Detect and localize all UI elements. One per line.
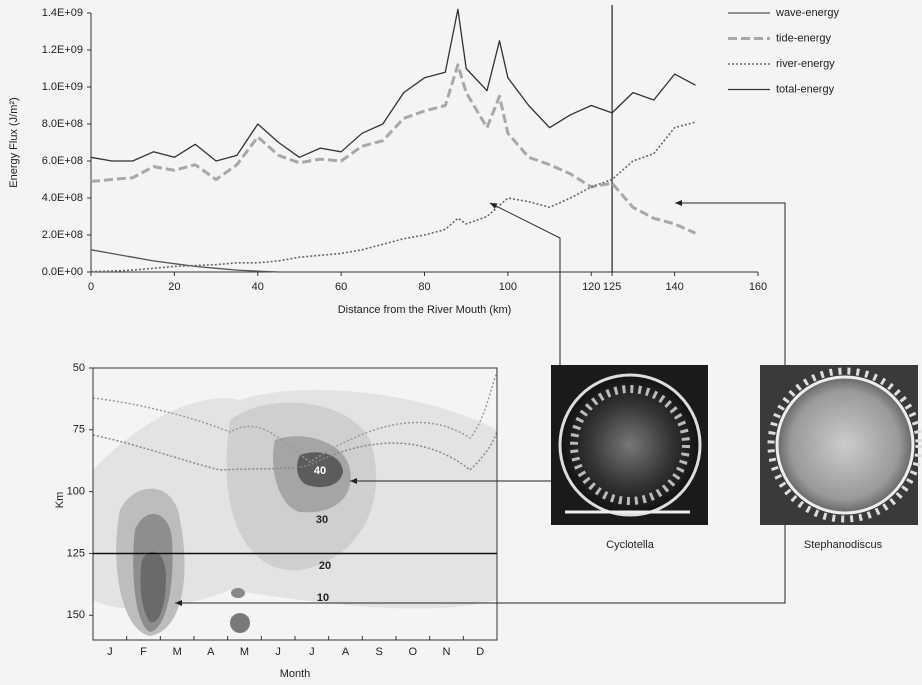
series-line (91, 65, 696, 233)
micrograph-cyclotella (551, 365, 708, 525)
image-label: Cyclotella (606, 539, 655, 551)
x-tick-label: F (140, 646, 147, 658)
y-axis-label: Km (54, 492, 66, 509)
y-tick-label: 1.0E+09 (42, 81, 83, 93)
series-line (91, 122, 696, 272)
y-tick-label: 4.0E+08 (42, 192, 83, 204)
legend-label: wave-energy (775, 7, 839, 19)
y-tick-label: 1.4E+09 (42, 7, 83, 19)
contour-label: 40 (314, 465, 326, 477)
x-tick-label: S (375, 646, 382, 658)
legend-label: tide-energy (776, 32, 832, 44)
x-tick-label: 100 (499, 281, 517, 293)
x-tick-label: 140 (665, 281, 683, 293)
x-tick-label: J (275, 646, 281, 658)
x-tick-label: 80 (418, 281, 430, 293)
x-tick-label: N (443, 646, 451, 658)
x-axis-label: Distance from the River Mouth (km) (338, 304, 512, 316)
y-tick-label: 0.0E+00 (42, 266, 83, 278)
x-tick-label: 20 (168, 281, 180, 293)
x-tick-label: 40 (252, 281, 264, 293)
y-tick-label: 2.0E+08 (42, 229, 83, 241)
y-axis-label: Energy Flux (J/m²) (8, 97, 20, 187)
y-tick-label: 75 (73, 424, 85, 436)
y-tick-label: 50 (73, 362, 85, 374)
x-axis-label: Month (280, 668, 311, 680)
contour-label: 10 (317, 592, 329, 604)
contour-label: 20 (319, 560, 331, 572)
image-label: Stephanodiscus (804, 539, 883, 551)
x-tick-label: A (342, 646, 350, 658)
series-line (91, 250, 279, 272)
contour-label: 30 (316, 514, 328, 526)
x-tick-label: J (309, 646, 315, 658)
y-tick-label: 150 (67, 609, 85, 621)
x-tick-label: O (409, 646, 418, 658)
legend-label: river-energy (776, 58, 835, 70)
x-tick-label: 125 (603, 281, 621, 293)
x-tick-label: D (476, 646, 484, 658)
micrograph-stephanodiscus (760, 365, 919, 525)
y-tick-label: 1.2E+09 (42, 44, 83, 56)
figure: Cyclotella Stephanodiscus 0.0E+00 2.0E+08… (0, 0, 922, 685)
x-tick-label: 0 (88, 281, 94, 293)
series-line (91, 9, 696, 161)
x-tick-label: 160 (749, 281, 767, 293)
x-tick-label: M (240, 646, 249, 658)
y-tick-label: 8.0E+08 (42, 118, 83, 130)
contour-shading (93, 372, 497, 636)
y-tick-label: 6.0E+08 (42, 155, 83, 167)
x-tick-label: M (173, 646, 182, 658)
x-tick-label: 120 (582, 281, 600, 293)
x-tick-label: 60 (335, 281, 347, 293)
legend-label: total-energy (776, 83, 835, 95)
x-tick-label: A (207, 646, 215, 658)
x-tick-label: J (107, 646, 113, 658)
y-tick-label: 100 (67, 486, 85, 498)
y-tick-label: 125 (67, 547, 85, 559)
